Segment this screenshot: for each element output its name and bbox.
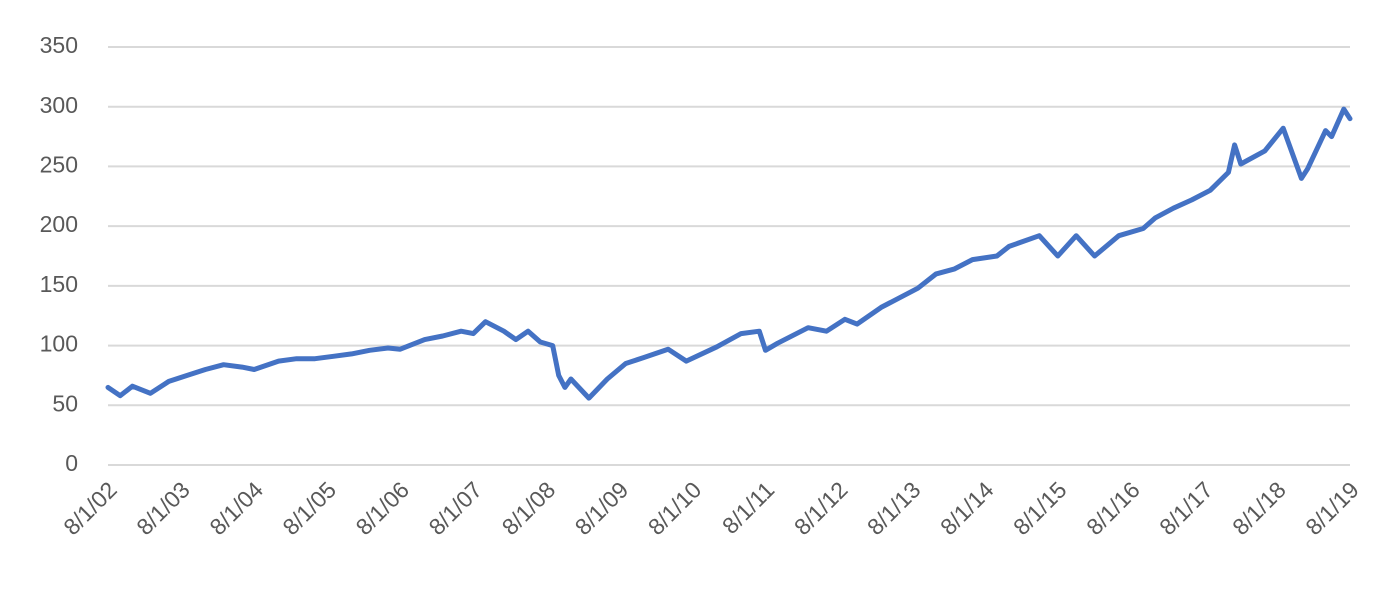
y-tick-label: 300 (40, 92, 78, 118)
x-tick-label: 8/1/05 (277, 476, 341, 540)
price-line (105, 106, 1353, 401)
x-tick-label: 8/1/09 (570, 476, 634, 540)
x-tick-label: 8/1/10 (643, 476, 707, 540)
y-tick-label: 350 (40, 32, 78, 58)
y-tick-label: 0 (65, 450, 78, 476)
x-tick-label: 8/1/03 (131, 476, 195, 540)
y-tick-label: 250 (40, 152, 78, 178)
x-tick-label: 8/1/07 (423, 476, 487, 540)
x-tick-label: 8/1/02 (58, 476, 122, 540)
y-tick-label: 150 (40, 271, 78, 297)
x-tick-label: 8/1/18 (1227, 476, 1291, 540)
x-tick-label: 8/1/14 (935, 476, 999, 540)
x-tick-label: 8/1/13 (862, 476, 926, 540)
y-tick-label: 200 (40, 211, 78, 237)
x-tick-label: 8/1/15 (1008, 476, 1072, 540)
x-tick-label: 8/1/17 (1154, 476, 1218, 540)
x-tick-label: 8/1/04 (204, 476, 268, 540)
y-tick-label: 100 (40, 331, 78, 357)
x-tick-label: 8/1/12 (789, 476, 853, 540)
x-tick-label: 8/1/11 (717, 476, 779, 538)
x-tick-label: 8/1/06 (350, 476, 414, 540)
x-tick-label: 8/1/16 (1081, 476, 1145, 540)
y-tick-label: 50 (52, 390, 78, 416)
x-tick-label: 8/1/19 (1300, 476, 1364, 540)
x-tick-label: 8/1/08 (497, 476, 561, 540)
